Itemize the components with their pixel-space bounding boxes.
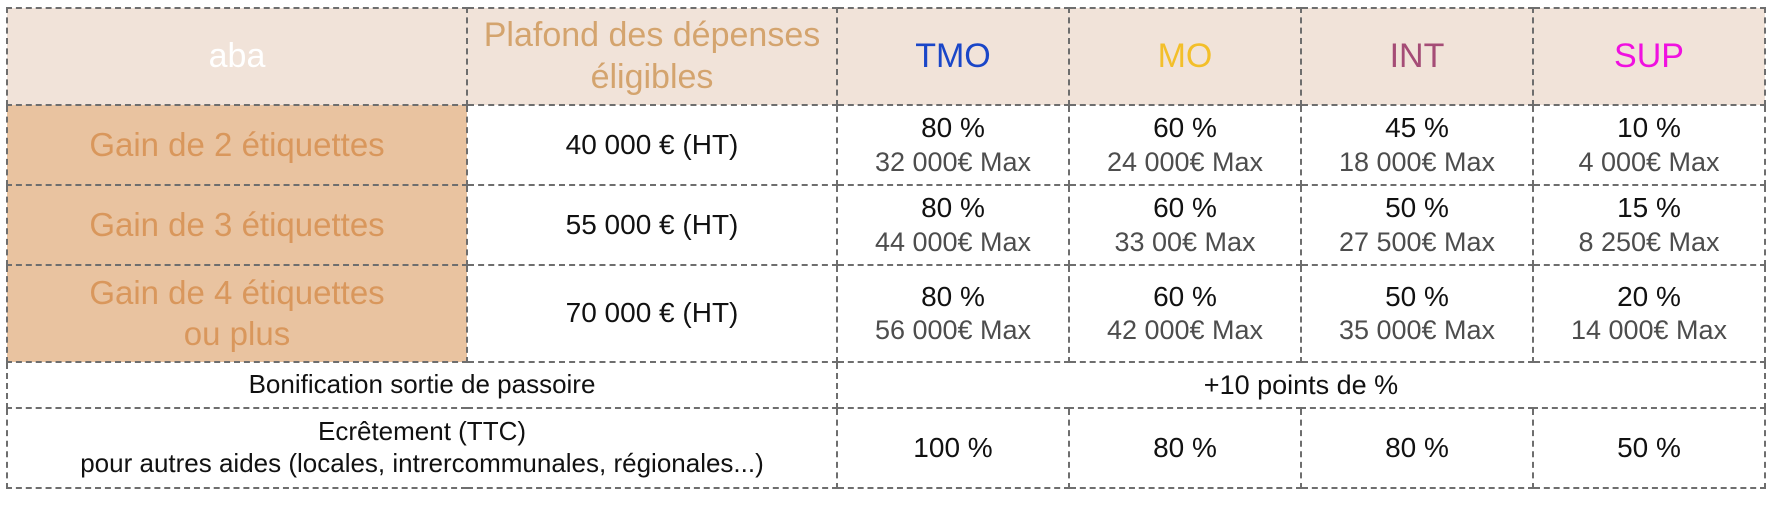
rate-percent: 20 % bbox=[1617, 280, 1681, 312]
rate-max: 18 000€ Max bbox=[1338, 146, 1496, 177]
rate-cell-int: 45 % 18 000€ Max bbox=[1300, 104, 1534, 186]
rate-cell-int: 50 % 27 500€ Max bbox=[1300, 184, 1534, 266]
rate-cell-sup: 20 % 14 000€ Max bbox=[1532, 264, 1766, 363]
row-label-gain-4: Gain de 4 étiquettes ou plus bbox=[6, 264, 468, 363]
ecretement-label-line1: Ecrêtement (TTC) bbox=[317, 416, 527, 447]
rate-max: 24 000€ Max bbox=[1106, 146, 1264, 177]
rate-cell-mo: 60 % 24 000€ Max bbox=[1068, 104, 1302, 186]
rate-percent: 80 % bbox=[921, 112, 985, 144]
ecretement-value-tmo: 100 % bbox=[836, 407, 1070, 489]
header-tmo-cell: TMO bbox=[836, 7, 1070, 106]
aid-rates-table: aba Plafond des dépenses éligibles TMO M… bbox=[6, 7, 1766, 489]
ecretement-value-sup: 50 % bbox=[1532, 407, 1766, 489]
rate-percent: 80 % bbox=[921, 280, 985, 312]
header-mo-cell: MO bbox=[1068, 7, 1302, 106]
ecretement-row: Ecrêtement (TTC) pour autres aides (loca… bbox=[6, 407, 1766, 489]
rate-percent: 15 % bbox=[1617, 192, 1681, 224]
rate-max: 42 000€ Max bbox=[1106, 315, 1264, 346]
rate-percent: 45 % bbox=[1385, 112, 1449, 144]
rate-max: 44 000€ Max bbox=[874, 226, 1032, 257]
rate-percent: 50 % bbox=[1385, 192, 1449, 224]
header-row: aba Plafond des dépenses éligibles TMO M… bbox=[6, 7, 1766, 106]
ecretement-label-line2: pour autres aides (locales, intrercommun… bbox=[80, 448, 764, 478]
rate-max: 27 500€ Max bbox=[1338, 226, 1496, 257]
plafond-cell: 55 000 € (HT) bbox=[466, 184, 838, 266]
header-int-cell: INT bbox=[1300, 7, 1534, 106]
rate-cell-mo: 60 % 42 000€ Max bbox=[1068, 264, 1302, 363]
rate-cell-tmo: 80 % 44 000€ Max bbox=[836, 184, 1070, 266]
row-label-gain-3: Gain de 3 étiquettes bbox=[6, 184, 468, 266]
row-label-gain-2: Gain de 2 étiquettes bbox=[6, 104, 468, 186]
table-row: Gain de 4 étiquettes ou plus 70 000 € (H… bbox=[6, 264, 1766, 363]
ecretement-value-int: 80 % bbox=[1300, 407, 1534, 489]
rate-cell-int: 50 % 35 000€ Max bbox=[1300, 264, 1534, 363]
rate-max: 56 000€ Max bbox=[874, 315, 1032, 346]
rate-cell-tmo: 80 % 32 000€ Max bbox=[836, 104, 1070, 186]
rate-percent: 80 % bbox=[921, 192, 985, 224]
header-sup-cell: SUP bbox=[1532, 7, 1766, 106]
header-corner-cell: aba bbox=[6, 7, 468, 106]
rate-percent: 60 % bbox=[1153, 280, 1217, 312]
header-plafond-cell: Plafond des dépenses éligibles bbox=[466, 7, 838, 106]
rate-max: 14 000€ Max bbox=[1570, 315, 1728, 346]
rate-cell-sup: 10 % 4 000€ Max bbox=[1532, 104, 1766, 186]
rate-cell-mo: 60 % 33 00€ Max bbox=[1068, 184, 1302, 266]
rate-max: 32 000€ Max bbox=[874, 146, 1032, 177]
table-row: Gain de 3 étiquettes 55 000 € (HT) 80 % … bbox=[6, 184, 1766, 266]
plafond-cell: 70 000 € (HT) bbox=[466, 264, 838, 363]
rate-percent: 50 % bbox=[1385, 280, 1449, 312]
rate-cell-sup: 15 % 8 250€ Max bbox=[1532, 184, 1766, 266]
ecretement-value-mo: 80 % bbox=[1068, 407, 1302, 489]
rate-max: 4 000€ Max bbox=[1578, 146, 1720, 177]
rate-max: 33 00€ Max bbox=[1114, 226, 1256, 257]
rate-cell-tmo: 80 % 56 000€ Max bbox=[836, 264, 1070, 363]
plafond-cell: 40 000 € (HT) bbox=[466, 104, 838, 186]
rate-max: 35 000€ Max bbox=[1338, 315, 1496, 346]
bonus-label: Bonification sortie de passoire bbox=[6, 361, 838, 409]
ecretement-label: Ecrêtement (TTC) pour autres aides (loca… bbox=[6, 407, 838, 489]
bonus-value: +10 points de % bbox=[836, 361, 1766, 409]
table-row: Gain de 2 étiquettes 40 000 € (HT) 80 % … bbox=[6, 104, 1766, 186]
rate-percent: 60 % bbox=[1153, 112, 1217, 144]
rate-max: 8 250€ Max bbox=[1578, 226, 1720, 257]
bonus-row: Bonification sortie de passoire +10 poin… bbox=[6, 361, 1766, 409]
rate-percent: 10 % bbox=[1617, 112, 1681, 144]
rate-percent: 60 % bbox=[1153, 192, 1217, 224]
